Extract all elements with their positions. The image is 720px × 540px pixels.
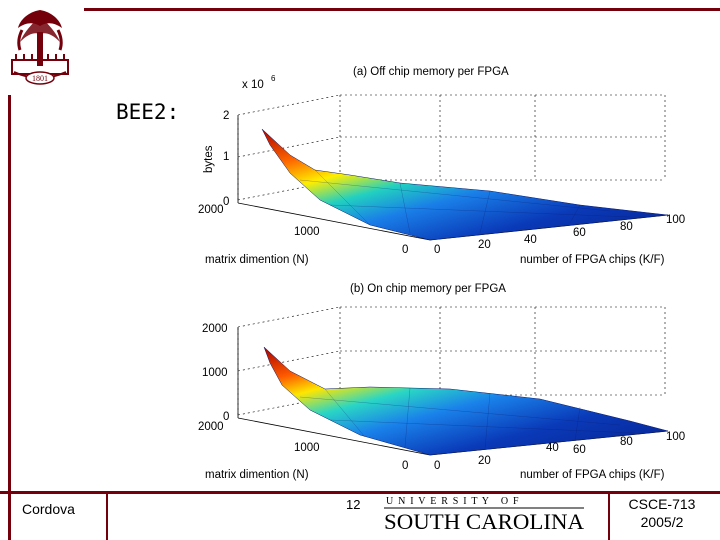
- plot-a-xlabel: matrix dimention (N): [205, 254, 309, 266]
- plot-b-ytick-100: 100: [666, 431, 685, 443]
- plot-b-ytick-40: 40: [546, 442, 559, 454]
- palmetto-seal-icon: 1801: [11, 10, 69, 85]
- top-rule: [84, 8, 720, 11]
- mesh-a: [299, 169, 631, 234]
- footer-divider-right: [608, 491, 610, 540]
- slide-label: BEE2:: [116, 100, 180, 124]
- plot-a: (a) Off chip memory per FPGA x 10 6 byte…: [198, 66, 685, 266]
- plot-b-ytick-0: 0: [434, 460, 440, 472]
- plot-a-ytick-20: 20: [478, 239, 491, 251]
- footer-course: CSCE-713 2005/2: [612, 495, 712, 531]
- university-line: U N I V E R S I T Y O F: [386, 496, 520, 507]
- plot-b-xtick-0: 0: [402, 460, 408, 472]
- plot-a-ytick-60: 60: [573, 227, 586, 239]
- surface-b: [263, 346, 669, 456]
- plot-a-xtick-2000: 2000: [198, 204, 224, 216]
- footer-author: Cordova: [22, 501, 75, 517]
- plot-a-ytick-40: 40: [524, 234, 537, 246]
- course-code: CSCE-713: [628, 496, 696, 512]
- plot-a-ztick-2: 2: [223, 110, 229, 122]
- plot-a-ytick-0: 0: [434, 244, 440, 256]
- plot-b-xtick-1000: 1000: [294, 442, 320, 454]
- plot-b-title: (b) On chip memory per FPGA: [350, 283, 506, 295]
- plot-a-ylabel: number of FPGA chips (K/F): [520, 254, 665, 266]
- plot-b-ytick-20: 20: [478, 455, 491, 467]
- logo-year: 1801: [32, 74, 48, 83]
- plot-b-xlabel: matrix dimention (N): [205, 469, 309, 481]
- plot-b-ylabel: number of FPGA chips (K/F): [520, 469, 665, 481]
- surface-a: [261, 128, 669, 241]
- plot-a-ztick-1: 1: [223, 151, 229, 163]
- plot-b: (b) On chip memory per FPGA 2000 1000 0 …: [198, 283, 685, 481]
- plot-b-ztick-2000: 2000: [202, 323, 228, 335]
- plot-a-ztick-0: 0: [223, 196, 229, 208]
- course-term: 2005/2: [640, 514, 684, 530]
- plot-b-xtick-2000: 2000: [198, 421, 224, 433]
- plot-a-xtick-0: 0: [402, 244, 408, 256]
- mesh-b: [299, 387, 636, 450]
- page-number: 12: [346, 497, 361, 512]
- plot-a-ytick-80: 80: [620, 221, 633, 233]
- plot-a-xtick-1000: 1000: [294, 226, 320, 238]
- plot-a-exponent-power: 6: [271, 74, 276, 83]
- bottom-rule: [0, 491, 720, 494]
- left-rule: [8, 95, 11, 540]
- plot-b-ztick-1000: 1000: [202, 367, 228, 379]
- usc-wordmark: U N I V E R S I T Y O F SOUTH CAROLINA: [384, 496, 584, 534]
- footer-divider-left: [106, 491, 108, 540]
- plot-a-zlabel: bytes: [203, 145, 215, 173]
- university-name: SOUTH CAROLINA: [384, 509, 584, 534]
- plot-a-exponent: x 10: [242, 79, 264, 91]
- plot-b-ztick-0: 0: [223, 411, 229, 423]
- grid-a: [237, 94, 666, 201]
- plot-a-title: (a) Off chip memory per FPGA: [353, 66, 509, 78]
- plot-b-ytick-80: 80: [620, 436, 633, 448]
- plot-b-ytick-60: 60: [573, 444, 586, 456]
- plot-a-ytick-100: 100: [666, 214, 685, 226]
